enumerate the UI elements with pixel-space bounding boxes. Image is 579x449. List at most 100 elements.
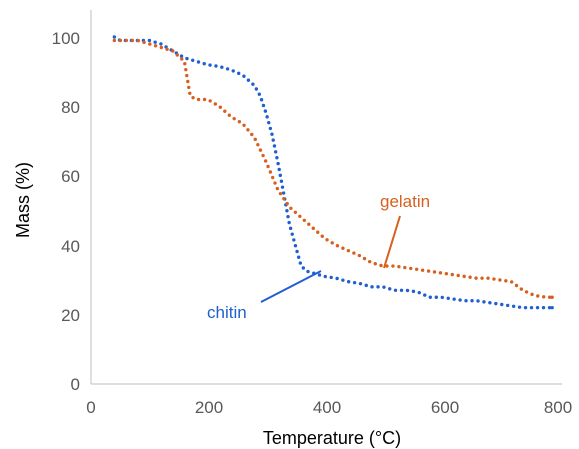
chitin-dot-77 xyxy=(417,290,421,295)
chitin-dot-17 xyxy=(208,63,212,67)
gelatin-dot-21 xyxy=(202,97,207,102)
chitin-dot-7 xyxy=(153,40,157,44)
gelatin-dot-32 xyxy=(253,137,257,142)
chitin-dot-57 xyxy=(301,266,306,270)
chitin-dot-24 xyxy=(246,78,251,82)
chitin-dot-73 xyxy=(393,288,398,293)
series-layer xyxy=(112,35,554,310)
plot-area xyxy=(90,10,562,385)
chitin-dot-0 xyxy=(112,35,117,39)
chitin-dot-52 xyxy=(292,238,296,242)
y-tick-label-40: 40 xyxy=(61,237,80,256)
chitin-dot-16 xyxy=(202,62,206,66)
gelatin-dot-39 xyxy=(270,175,275,180)
chitin-dot-82 xyxy=(446,296,450,300)
chitin-dot-39 xyxy=(276,161,280,166)
gelatin-dot-75 xyxy=(450,272,454,277)
gelatin-dot-83 xyxy=(498,278,502,282)
chitin-dot-35 xyxy=(271,138,275,142)
gelatin-dot-60 xyxy=(362,256,367,261)
gelatin-dot-59 xyxy=(357,253,362,258)
chitin-dot-32 xyxy=(267,120,271,125)
gelatin-dot-52 xyxy=(320,234,324,238)
chitin-dot-21 xyxy=(231,69,235,73)
gelatin-dot-28 xyxy=(237,120,242,124)
chitin-dot-41 xyxy=(278,173,283,178)
chitin-dot-61 xyxy=(323,274,327,279)
gelatin-dot-12 xyxy=(180,57,184,61)
gelatin-dot-13 xyxy=(183,62,187,66)
chitin-dot-65 xyxy=(346,280,351,284)
gelatin-dot-15 xyxy=(185,73,189,78)
gelatin-dot-58 xyxy=(352,251,356,255)
gelatin-dot-11 xyxy=(175,53,179,57)
gelatin-dot-10 xyxy=(171,49,175,53)
gelatin-dot-8 xyxy=(159,45,164,50)
chitin-dot-43 xyxy=(280,185,285,189)
x-tick-label-400: 400 xyxy=(313,398,341,417)
gelatin-dot-41 xyxy=(275,186,280,191)
gelatin-dot-87 xyxy=(519,287,524,291)
gelatin-dot-33 xyxy=(256,143,260,147)
gelatin-dot-78 xyxy=(468,275,472,279)
chitin-dot-27 xyxy=(257,92,261,96)
x-tick-label-0: 0 xyxy=(86,398,95,417)
chitin-dot-20 xyxy=(225,67,230,71)
gelatin-dot-76 xyxy=(456,273,460,278)
gelatin-dot-81 xyxy=(486,276,490,280)
gelatin-dot-18 xyxy=(188,91,192,96)
chitin-dot-64 xyxy=(341,278,345,282)
gelatin-dot-55 xyxy=(335,244,340,248)
x-axis-title: Temperature (°C) xyxy=(263,428,401,448)
gelatin-dot-29 xyxy=(242,123,246,127)
chitin-dot-62 xyxy=(329,275,333,280)
gelatin-dot-73 xyxy=(438,271,443,275)
chitin-dot-68 xyxy=(364,283,368,288)
gelatin-dot-23 xyxy=(213,102,218,106)
gelatin-dot-1 xyxy=(118,38,123,43)
gelatin-dot-64 xyxy=(385,264,389,268)
chitin-dot-28 xyxy=(259,98,264,102)
chitin-dot-76 xyxy=(411,289,416,294)
chitin-dot-60 xyxy=(317,273,322,277)
chitin-dot-92 xyxy=(505,303,510,308)
chitin-dot-6 xyxy=(147,38,152,43)
gelatin-dot-47 xyxy=(298,214,302,218)
chitin-dot-38 xyxy=(275,155,279,160)
x-ticks: 0 200 400 600 800 xyxy=(86,398,572,417)
x-tick-label-800: 800 xyxy=(544,398,572,417)
gelatin-dot-4 xyxy=(136,38,141,43)
gelatin-dot-40 xyxy=(273,181,277,185)
gelatin-dot-44 xyxy=(285,201,289,206)
chitin-dot-22 xyxy=(237,71,241,76)
chitin-dot-83 xyxy=(452,297,456,301)
chitin-dot-87 xyxy=(476,299,480,303)
gelatin-dot-27 xyxy=(232,116,236,121)
chitin-dot-100 xyxy=(550,305,554,310)
gelatin-dot-56 xyxy=(341,246,345,250)
chitin-dot-99 xyxy=(547,305,552,310)
gelatin-dot-54 xyxy=(330,241,334,245)
chitin-dot-30 xyxy=(263,109,268,113)
chitin-dot-44 xyxy=(281,191,286,195)
chitin-dot-26 xyxy=(254,87,259,91)
gelatin-dot-66 xyxy=(397,264,401,269)
gelatin-dot-42 xyxy=(278,191,283,196)
chitin-dot-80 xyxy=(434,295,438,299)
y-tick-label-20: 20 xyxy=(61,306,80,325)
gelatin-dot-14 xyxy=(184,67,188,72)
chitin-dot-25 xyxy=(251,82,255,86)
chitin-dot-23 xyxy=(242,74,246,78)
gelatin-dot-35 xyxy=(261,153,265,158)
chitin-series-label: chitin xyxy=(207,303,247,322)
gelatin-dot-49 xyxy=(307,222,311,226)
chitin-dot-94 xyxy=(517,305,522,309)
gelatin-dot-45 xyxy=(289,206,293,210)
gelatin-dot-6 xyxy=(148,42,152,46)
y-ticks: 0 20 40 60 80 100 xyxy=(52,29,80,394)
gelatin-dot-82 xyxy=(492,277,496,281)
gelatin-dot-43 xyxy=(282,196,286,201)
gelatin-dot-63 xyxy=(379,263,383,268)
y-tick-label-80: 80 xyxy=(61,98,80,117)
gelatin-dot-17 xyxy=(187,85,191,90)
